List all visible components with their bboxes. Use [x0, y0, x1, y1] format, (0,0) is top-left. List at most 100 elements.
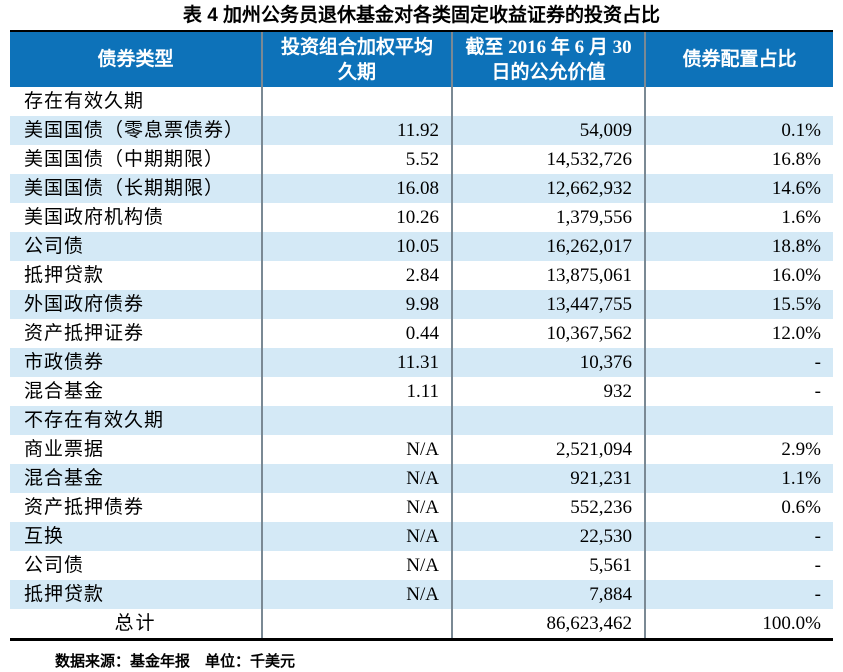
- cell-fair-value: 86,623,462: [451, 609, 645, 638]
- cell-fair-value: 932: [451, 377, 645, 406]
- cell-fair-value: 14,532,726: [451, 145, 645, 174]
- cell-duration: N/A: [261, 464, 452, 493]
- cell-fair-value: 2,521,094: [451, 435, 645, 464]
- cell-fair-value: 13,447,755: [451, 290, 645, 319]
- cell-duration: N/A: [261, 435, 452, 464]
- cell-duration: N/A: [261, 551, 452, 580]
- cell-duration: 9.98: [261, 290, 452, 319]
- cell-bond-type: 商业票据: [10, 435, 262, 464]
- cell-allocation: 16.0%: [644, 261, 833, 290]
- cell-allocation: 0.1%: [644, 116, 833, 145]
- table-header: 债券类型 投资组合加权平均 久期 截至 2016 年 6 月 30 日的公允价值…: [10, 32, 833, 87]
- cell-bond-type: 抵押贷款: [10, 261, 262, 290]
- header-bond-type: 债券类型: [10, 32, 262, 87]
- cell-duration: 10.26: [261, 203, 452, 232]
- cell-fair-value: 54,009: [451, 116, 645, 145]
- cell-duration: [261, 87, 452, 116]
- table-row: 资产抵押证券 0.44 10,367,562 12.0%: [10, 319, 833, 348]
- cell-fair-value: 5,561: [451, 551, 645, 580]
- cell-fair-value: 10,376: [451, 348, 645, 377]
- cell-duration: [261, 406, 452, 435]
- table-row: 美国国债（零息票债券） 11.92 54,009 0.1%: [10, 116, 833, 145]
- cell-duration: 1.11: [261, 377, 452, 406]
- table-row: 美国国债（长期期限） 16.08 12,662,932 14.6%: [10, 174, 833, 203]
- cell-fair-value: 552,236: [451, 493, 645, 522]
- cell-duration: 5.52: [261, 145, 452, 174]
- table-row: 美国国债（中期期限） 5.52 14,532,726 16.8%: [10, 145, 833, 174]
- cell-fair-value: 13,875,061: [451, 261, 645, 290]
- cell-bond-type: 混合基金: [10, 464, 262, 493]
- cell-bond-type: 外国政府债券: [10, 290, 262, 319]
- cell-bond-type: 资产抵押债券: [10, 493, 262, 522]
- cell-duration: 11.92: [261, 116, 452, 145]
- cell-fair-value: [451, 87, 645, 116]
- cell-fair-value: 16,262,017: [451, 232, 645, 261]
- cell-duration: N/A: [261, 493, 452, 522]
- header-allocation: 债券配置占比: [644, 32, 833, 87]
- cell-duration: N/A: [261, 522, 452, 551]
- cell-fair-value: 1,379,556: [451, 203, 645, 232]
- cell-allocation: 18.8%: [644, 232, 833, 261]
- cell-fair-value: 10,367,562: [451, 319, 645, 348]
- cell-fair-value: 921,231: [451, 464, 645, 493]
- table-title: 表 4 加州公务员退休基金对各类固定收益证券的投资占比: [182, 5, 661, 26]
- total-row: 总计 86,623,462 100.0%: [10, 609, 833, 638]
- header-fair-value: 截至 2016 年 6 月 30 日的公允价值: [451, 32, 645, 87]
- cell-allocation: 100.0%: [644, 609, 833, 638]
- cell-duration: 11.31: [261, 348, 452, 377]
- header-duration: 投资组合加权平均 久期: [261, 32, 452, 87]
- table-row: 混合基金 N/A 921,231 1.1%: [10, 464, 833, 493]
- cell-bond-type: 不存在有效久期: [10, 406, 262, 435]
- cell-bond-type: 存在有效久期: [10, 87, 262, 116]
- cell-bond-type: 互换: [10, 522, 262, 551]
- cell-allocation: -: [644, 522, 833, 551]
- cell-allocation: 15.5%: [644, 290, 833, 319]
- section-row: 不存在有效久期: [10, 406, 833, 435]
- cell-allocation: -: [644, 580, 833, 609]
- table-row: 外国政府债券 9.98 13,447,755 15.5%: [10, 290, 833, 319]
- cell-duration: 16.08: [261, 174, 452, 203]
- table-row: 美国政府机构债 10.26 1,379,556 1.6%: [10, 203, 833, 232]
- header-row: 债券类型 投资组合加权平均 久期 截至 2016 年 6 月 30 日的公允价值…: [10, 32, 833, 87]
- bond-allocation-table-wrap: 债券类型 投资组合加权平均 久期 截至 2016 年 6 月 30 日的公允价值…: [10, 30, 833, 641]
- table-row: 市政债券 11.31 10,376 -: [10, 348, 833, 377]
- cell-bond-type: 公司债: [10, 551, 262, 580]
- cell-bond-type: 美国政府机构债: [10, 203, 262, 232]
- cell-duration: [261, 609, 452, 638]
- cell-allocation: -: [644, 377, 833, 406]
- table-row: 抵押贷款 N/A 7,884 -: [10, 580, 833, 609]
- cell-bond-type: 抵押贷款: [10, 580, 262, 609]
- table-row: 资产抵押债券 N/A 552,236 0.6%: [10, 493, 833, 522]
- cell-allocation: 12.0%: [644, 319, 833, 348]
- cell-fair-value: 22,530: [451, 522, 645, 551]
- table-row: 公司债 10.05 16,262,017 18.8%: [10, 232, 833, 261]
- cell-allocation: -: [644, 348, 833, 377]
- cell-allocation: 1.1%: [644, 464, 833, 493]
- cell-bond-type: 资产抵押证券: [10, 319, 262, 348]
- cell-duration: 2.84: [261, 261, 452, 290]
- cell-allocation: 2.9%: [644, 435, 833, 464]
- cell-duration: 10.05: [261, 232, 452, 261]
- cell-bond-type: 美国国债（中期期限）: [10, 145, 262, 174]
- cell-bond-type: 美国国债（长期期限）: [10, 174, 262, 203]
- cell-bond-type: 混合基金: [10, 377, 262, 406]
- cell-bond-type: 总计: [10, 609, 262, 638]
- cell-allocation: -: [644, 551, 833, 580]
- cell-allocation: 1.6%: [644, 203, 833, 232]
- table-row: 公司债 N/A 5,561 -: [10, 551, 833, 580]
- cell-allocation: 0.6%: [644, 493, 833, 522]
- table-row: 抵押贷款 2.84 13,875,061 16.0%: [10, 261, 833, 290]
- cell-fair-value: [451, 406, 645, 435]
- cell-allocation: [644, 406, 833, 435]
- cell-fair-value: 7,884: [451, 580, 645, 609]
- cell-bond-type: 美国国债（零息票债券）: [10, 116, 262, 145]
- table-source-note: 数据来源：基金年报 单位：千美元: [55, 653, 296, 670]
- cell-bond-type: 市政债券: [10, 348, 262, 377]
- table-body: 存在有效久期 美国国债（零息票债券） 11.92 54,009 0.1% 美国国…: [10, 87, 833, 638]
- cell-bond-type: 公司债: [10, 232, 262, 261]
- table-row: 互换 N/A 22,530 -: [10, 522, 833, 551]
- table-row: 混合基金 1.11 932 -: [10, 377, 833, 406]
- cell-fair-value: 12,662,932: [451, 174, 645, 203]
- cell-allocation: [644, 87, 833, 116]
